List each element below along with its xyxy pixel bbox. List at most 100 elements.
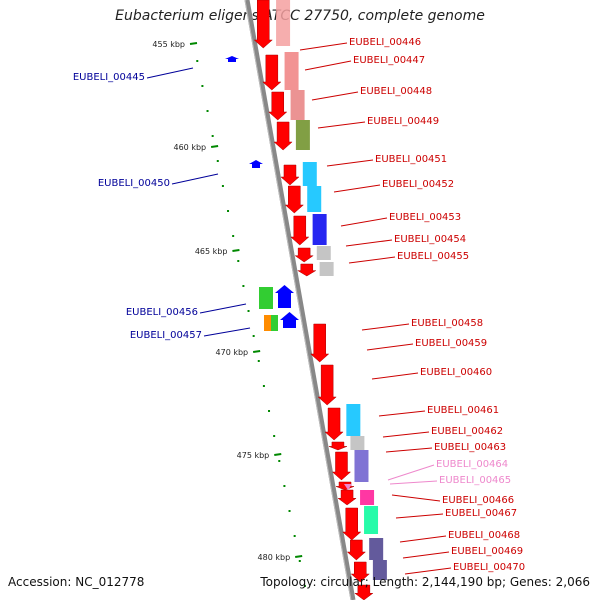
forward-gene-label[interactable]: EUBELI_00449	[367, 116, 439, 127]
cog-category-box	[259, 287, 273, 309]
scale-major-tick	[252, 350, 261, 353]
forward-gene-label[interactable]: EUBELI_00464	[436, 459, 508, 470]
forward-gene-arrow[interactable]	[273, 121, 293, 151]
map-title: Eubacterium eligens ATCC 27750, complete…	[115, 8, 485, 24]
scale-minor-tick	[252, 335, 255, 337]
forward-gene-arrow[interactable]	[268, 91, 288, 121]
forward-gene-label[interactable]: EUBELI_00467	[445, 508, 517, 519]
forward-gene-label[interactable]: EUBELI_00452	[382, 179, 454, 190]
scale-minor-tick	[237, 260, 240, 262]
kbp-tick-label: 475 kbp	[237, 451, 270, 460]
forward-gene-label[interactable]: EUBELI_00470	[453, 562, 525, 573]
gene-label-leader	[385, 447, 433, 453]
genome-summary-text: Topology: circular; Length: 2,144,190 bp…	[260, 575, 590, 589]
forward-gene-arrow[interactable]	[346, 539, 367, 561]
gene-label-leader	[348, 256, 396, 264]
scale-minor-tick	[257, 360, 260, 362]
reverse-gene-arrow[interactable]	[275, 285, 294, 308]
scale-minor-tick	[206, 110, 209, 112]
forward-gene-arrow[interactable]	[331, 451, 352, 481]
reverse-gene-arrow[interactable]	[280, 312, 299, 328]
gene-label-leader	[382, 431, 430, 438]
scale-minor-tick	[303, 585, 306, 587]
gene-label-leader	[333, 184, 381, 193]
scale-minor-tick	[211, 135, 214, 137]
gene-label-leader	[395, 513, 444, 519]
forward-gene-label[interactable]: EUBELI_00458	[411, 318, 483, 329]
scale-minor-tick	[221, 185, 224, 187]
forward-gene-arrow[interactable]	[317, 364, 337, 406]
gene-label-leader	[399, 535, 447, 543]
gene-label-leader	[391, 494, 441, 502]
forward-gene-label[interactable]: EUBELI_00465	[439, 475, 511, 486]
forward-gene-label[interactable]: EUBELI_00446	[349, 37, 421, 48]
forward-gene-label[interactable]: EUBELI_00448	[360, 86, 432, 97]
reverse-gene-arrow[interactable]	[249, 160, 263, 168]
forward-gene-label[interactable]: EUBELI_00461	[427, 405, 499, 416]
gene-label-leader	[389, 480, 438, 485]
cog-category-box	[364, 506, 379, 534]
scale-major-tick	[189, 42, 198, 45]
kbp-tick-label: 455 kbp	[152, 40, 185, 49]
forward-gene-arrow[interactable]	[284, 185, 304, 214]
gene-label-leader	[304, 60, 352, 71]
gene-label-leader	[171, 173, 219, 185]
forward-gene-arrow[interactable]	[335, 481, 355, 491]
gene-label-leader	[326, 159, 374, 167]
cog-category-box	[271, 315, 278, 331]
scale-minor-tick	[201, 85, 204, 87]
cog-category-box	[346, 404, 361, 436]
forward-gene-arrow[interactable]	[296, 263, 317, 277]
forward-gene-label[interactable]: EUBELI_00466	[442, 495, 514, 506]
scale-minor-tick	[283, 485, 286, 487]
gene-label-leader	[361, 323, 410, 331]
genome-backbone-highlight	[244, 0, 352, 600]
forward-gene-label[interactable]: EUBELI_00459	[415, 338, 487, 349]
forward-gene-arrow[interactable]	[262, 54, 282, 91]
forward-gene-arrow[interactable]	[290, 215, 310, 246]
cog-category-box	[290, 90, 305, 120]
forward-gene-label[interactable]: EUBELI_00455	[397, 251, 469, 262]
reverse-gene-label[interactable]: EUBELI_00445	[73, 72, 145, 83]
reverse-gene-arrow[interactable]	[225, 56, 239, 62]
forward-gene-arrow[interactable]	[324, 407, 344, 441]
cog-category-box	[284, 52, 299, 90]
forward-gene-label[interactable]: EUBELI_00463	[434, 442, 506, 453]
reverse-gene-label[interactable]: EUBELI_00457	[130, 330, 202, 341]
forward-gene-arrow[interactable]	[310, 323, 330, 363]
reverse-gene-label[interactable]: EUBELI_00456	[126, 307, 198, 318]
forward-gene-arrow[interactable]	[253, 0, 273, 49]
reverse-gene-label[interactable]: EUBELI_00450	[98, 178, 170, 189]
forward-gene-arrow[interactable]	[280, 164, 300, 186]
cog-category-box	[372, 560, 387, 580]
scale-minor-tick	[242, 285, 245, 287]
forward-gene-arrow[interactable]	[350, 561, 370, 583]
forward-gene-arrow[interactable]	[294, 247, 314, 263]
forward-gene-label[interactable]: EUBELI_00460	[420, 367, 492, 378]
forward-gene-label[interactable]: EUBELI_00454	[394, 234, 466, 245]
scale-minor-tick	[227, 210, 230, 212]
gene-label-leader	[203, 327, 251, 337]
gene-label-leader	[340, 217, 388, 227]
kbp-tick-label: 470 kbp	[216, 348, 249, 357]
forward-gene-arrow[interactable]	[342, 507, 362, 541]
forward-gene-label[interactable]: EUBELI_00451	[375, 154, 447, 165]
gene-label-leader	[317, 121, 366, 129]
scale-minor-tick	[232, 235, 235, 237]
forward-gene-arrow[interactable]	[328, 441, 348, 451]
faded-gene-marker[interactable]	[344, 484, 352, 490]
forward-gene-arrow[interactable]	[337, 489, 357, 506]
forward-gene-label[interactable]: EUBELI_00462	[431, 426, 503, 437]
gene-label-leader	[299, 42, 348, 51]
forward-gene-label[interactable]: EUBELI_00469	[451, 546, 523, 557]
forward-gene-arrow[interactable]	[354, 584, 374, 600]
cog-category-box	[369, 538, 384, 560]
forward-gene-label[interactable]: EUBELI_00447	[353, 55, 425, 66]
cog-category-box	[319, 262, 334, 276]
gene-label-leader	[404, 567, 452, 575]
cog-category-box	[350, 436, 365, 450]
cog-category-box	[302, 162, 317, 186]
forward-gene-label[interactable]: EUBELI_00453	[389, 212, 461, 223]
forward-gene-label[interactable]: EUBELI_00468	[448, 530, 520, 541]
